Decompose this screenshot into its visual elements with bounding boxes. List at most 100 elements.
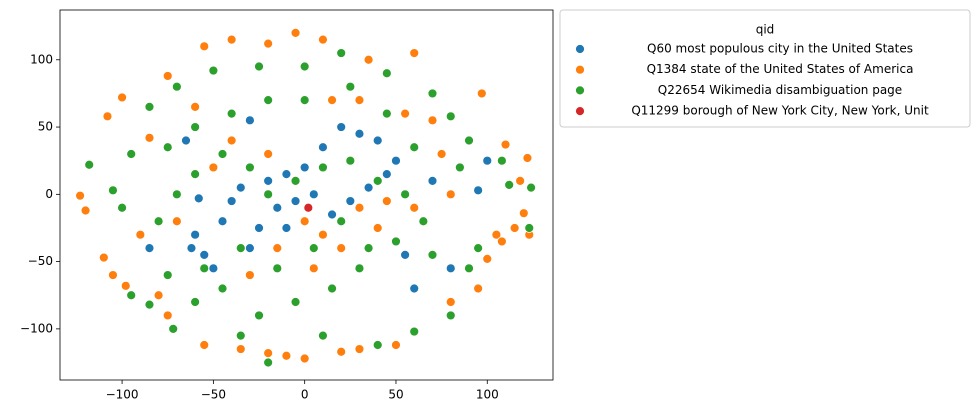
point <box>126 149 137 159</box>
point <box>327 283 337 294</box>
point <box>144 243 155 254</box>
point <box>162 270 173 280</box>
point <box>190 297 201 307</box>
y-tick-label: 50 <box>38 120 53 134</box>
point <box>318 229 328 240</box>
point <box>108 270 118 280</box>
point <box>354 344 365 354</box>
point <box>509 223 520 233</box>
point <box>120 280 131 291</box>
point <box>381 68 392 79</box>
point <box>354 128 365 139</box>
point <box>464 263 474 274</box>
point <box>299 61 310 72</box>
point <box>518 208 529 219</box>
point <box>427 88 438 99</box>
point <box>190 101 201 112</box>
point <box>226 135 237 146</box>
point <box>400 108 411 119</box>
point <box>153 290 164 301</box>
x-tick-label: 0 <box>301 388 309 402</box>
point <box>171 81 182 92</box>
point <box>226 34 237 45</box>
point <box>117 92 127 103</box>
point <box>363 54 374 65</box>
y-tick-label: −100 <box>20 321 53 335</box>
point <box>381 108 392 119</box>
point <box>199 249 210 260</box>
point <box>372 135 383 146</box>
point <box>144 299 155 310</box>
point <box>226 108 237 119</box>
point <box>299 216 310 227</box>
point <box>303 202 314 213</box>
point <box>473 243 484 254</box>
point <box>208 263 219 274</box>
point <box>372 223 383 233</box>
point <box>244 162 255 173</box>
legend-marker <box>575 64 585 75</box>
legend-label: Q22654 Wikimedia disambiguation page <box>658 83 902 97</box>
point <box>391 236 401 247</box>
point <box>102 111 113 122</box>
point <box>381 196 392 206</box>
point <box>263 175 274 186</box>
x-tick-label: −50 <box>201 388 226 402</box>
y-tick-label: −50 <box>28 254 53 268</box>
point <box>336 48 347 58</box>
point <box>336 346 347 357</box>
point <box>318 162 328 173</box>
point <box>144 132 155 143</box>
point <box>436 149 447 159</box>
point <box>190 229 201 240</box>
point <box>235 330 246 341</box>
point <box>199 340 210 350</box>
point <box>345 155 356 166</box>
point <box>445 189 456 200</box>
point <box>193 193 204 204</box>
point <box>363 182 374 193</box>
point <box>162 142 173 153</box>
point <box>427 115 438 126</box>
point <box>391 340 401 350</box>
point <box>327 209 337 220</box>
point <box>235 182 246 193</box>
point <box>190 122 201 132</box>
point <box>336 122 347 132</box>
point <box>290 297 301 307</box>
point <box>345 196 356 206</box>
point <box>409 326 420 337</box>
point <box>476 88 487 99</box>
legend-title: qid <box>756 23 775 37</box>
legend-marker <box>575 85 585 96</box>
point <box>98 252 109 263</box>
point <box>162 310 173 321</box>
point <box>84 159 95 170</box>
point <box>522 153 533 163</box>
point <box>117 202 127 213</box>
point <box>244 243 255 254</box>
y-tick-label: 0 <box>45 187 53 201</box>
point <box>263 95 274 106</box>
point <box>464 135 474 146</box>
point <box>409 202 420 213</box>
point <box>217 216 228 227</box>
point <box>299 353 310 364</box>
point <box>445 111 456 122</box>
point <box>427 249 438 260</box>
point <box>281 169 292 180</box>
point <box>372 340 383 350</box>
point <box>515 175 526 186</box>
legend-marker <box>575 106 585 116</box>
point <box>482 155 493 166</box>
point <box>354 95 365 106</box>
point <box>482 254 493 264</box>
point <box>372 175 383 186</box>
point <box>491 229 502 240</box>
point <box>336 243 347 254</box>
point <box>318 34 328 45</box>
plot-area <box>75 27 536 368</box>
point <box>500 139 511 150</box>
point <box>263 357 274 368</box>
